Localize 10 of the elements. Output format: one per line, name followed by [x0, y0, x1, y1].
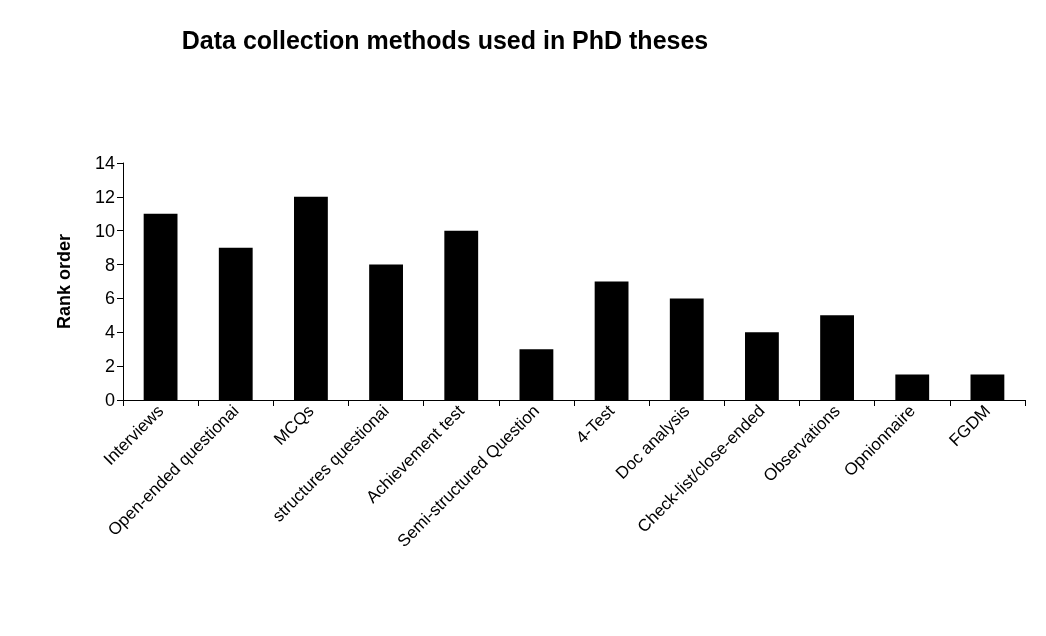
y-tick-label: 14 — [94, 153, 115, 173]
y-tick-label: 12 — [94, 186, 115, 207]
y-axis-title: Rank order — [54, 233, 74, 330]
y-tick-label: 10 — [94, 220, 115, 241]
y-tick-label: 0 — [104, 390, 115, 410]
y-tick-label: 4 — [104, 322, 115, 343]
chart-title: Data collection methods used in PhD theses — [181, 25, 709, 54]
y-tick-label: 2 — [104, 356, 115, 377]
y-tick-label: 6 — [104, 288, 115, 309]
y-tick-label: 8 — [104, 254, 115, 275]
